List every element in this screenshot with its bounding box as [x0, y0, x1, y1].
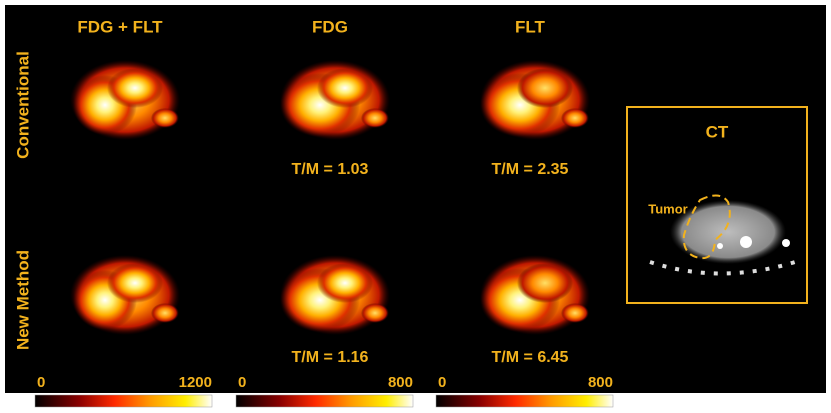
pet-image: [280, 255, 390, 335]
pet-image: [70, 60, 180, 140]
colorbar-min: 0: [238, 374, 246, 391]
uptake: [317, 68, 373, 108]
tm-ratio: T/M = 1.16: [292, 349, 369, 366]
row-label: New Method: [13, 250, 32, 350]
uptake: [107, 263, 163, 303]
colorbar-max: 800: [588, 374, 613, 391]
pet-image: [480, 60, 590, 140]
colorbar: [235, 394, 414, 408]
pet-image: [70, 255, 180, 335]
tm-ratio: T/M = 6.45: [492, 349, 569, 366]
ct-bone: [717, 243, 723, 249]
uptake: [151, 108, 179, 128]
uptake: [561, 303, 589, 323]
uptake: [517, 263, 573, 303]
uptake: [361, 108, 389, 128]
uptake: [107, 68, 163, 108]
colorbar: [435, 394, 614, 408]
pet-image: [480, 255, 590, 335]
tm-ratio: T/M = 1.03: [292, 161, 369, 178]
pet-image: [280, 60, 390, 140]
ct-body: [670, 200, 786, 264]
colorbar-min: 0: [438, 374, 446, 391]
ct-bone: [740, 236, 752, 248]
ct-bed: [649, 260, 796, 276]
column-header: FDG: [312, 17, 348, 36]
ct-title: CT: [706, 122, 729, 141]
colorbar-max: 1200: [179, 374, 212, 391]
uptake: [517, 68, 573, 108]
row-label: Conventional: [13, 51, 32, 159]
column-header: FDG + FLT: [77, 17, 163, 36]
ct-bone: [782, 239, 790, 247]
colorbar: [34, 394, 213, 408]
uptake: [561, 108, 589, 128]
tm-ratio: T/M = 2.35: [492, 161, 569, 178]
uptake: [317, 263, 373, 303]
colorbar-min: 0: [37, 374, 45, 391]
tumor-outline: [682, 194, 731, 260]
tumor-label: Tumor: [648, 201, 687, 216]
colorbar-max: 800: [388, 374, 413, 391]
uptake: [361, 303, 389, 323]
uptake: [151, 303, 179, 323]
column-header: FLT: [515, 17, 546, 36]
